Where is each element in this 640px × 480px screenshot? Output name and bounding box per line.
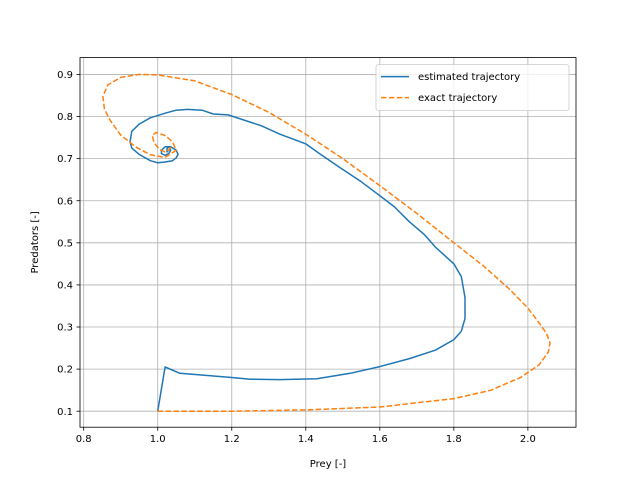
- y-tick-label: 0.9: [57, 70, 73, 81]
- y-axis-label: Predators [-]: [30, 211, 41, 273]
- plot-area: [79, 57, 577, 428]
- x-tick-label: 1.4: [298, 434, 314, 445]
- y-tick-label: 0.5: [57, 238, 73, 249]
- y-tick-label: 0.2: [57, 365, 73, 376]
- y-axis-ticks: 0.1 0.2 0.3 0.4 0.5 0.6 0.7 0.8 0.9: [57, 70, 80, 418]
- y-tick-label: 0.8: [57, 112, 73, 123]
- legend: estimated trajectory exact trajectory: [375, 64, 570, 111]
- legend-label: estimated trajectory: [418, 72, 520, 83]
- x-tick-label: 2.0: [520, 434, 536, 445]
- x-axis-ticks: 0.8 1.0 1.2 1.4 1.6 1.8 2.0: [76, 427, 536, 445]
- legend-label: exact trajectory: [418, 93, 497, 104]
- x-axis-label: Prey [-]: [310, 459, 347, 470]
- x-tick-label: 1.8: [446, 434, 462, 445]
- y-tick-label: 0.7: [57, 154, 73, 165]
- legend-box: [375, 64, 570, 111]
- x-tick-label: 1.2: [224, 434, 240, 445]
- x-tick-label: 0.8: [76, 434, 92, 445]
- y-tick-label: 0.1: [57, 407, 73, 418]
- x-tick-label: 1.6: [372, 434, 388, 445]
- estimated-trajectory-line: [129, 108, 466, 412]
- exact-trajectory-line: [102, 73, 551, 412]
- plot-background: [80, 57, 576, 428]
- y-tick-label: 0.4: [57, 281, 73, 292]
- series-layer: [102, 73, 551, 412]
- x-tick-label: 1.0: [150, 434, 166, 445]
- y-tick-label: 0.6: [57, 196, 73, 207]
- y-tick-label: 0.3: [57, 323, 73, 334]
- plot-frame: [79, 57, 577, 428]
